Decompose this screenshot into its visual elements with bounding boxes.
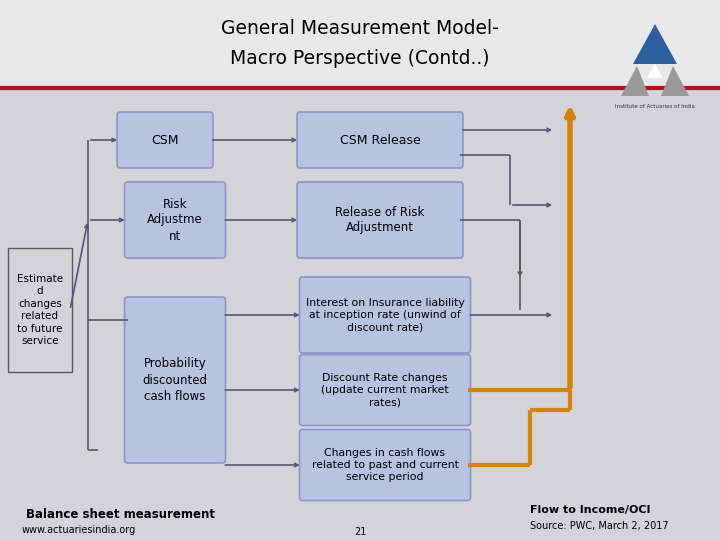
Polygon shape <box>633 24 677 64</box>
Text: CSM Release: CSM Release <box>340 133 420 146</box>
Text: Changes in cash flows
related to past and current
service period: Changes in cash flows related to past an… <box>312 448 459 482</box>
FancyBboxPatch shape <box>125 182 225 258</box>
FancyBboxPatch shape <box>117 112 213 168</box>
Polygon shape <box>621 66 649 96</box>
Text: General Measurement Model-: General Measurement Model- <box>221 18 499 37</box>
Text: Institute of Actuaries of India: Institute of Actuaries of India <box>615 104 695 109</box>
Text: Risk
Adjustme
nt: Risk Adjustme nt <box>147 198 203 242</box>
Text: Balance sheet measurement: Balance sheet measurement <box>25 509 215 522</box>
Text: Flow to Income/OCI: Flow to Income/OCI <box>530 505 650 515</box>
Text: Macro Perspective (Contd..): Macro Perspective (Contd..) <box>230 49 490 68</box>
FancyBboxPatch shape <box>125 297 225 463</box>
FancyBboxPatch shape <box>300 354 470 426</box>
Text: 21: 21 <box>354 527 366 537</box>
Text: CSM: CSM <box>151 133 179 146</box>
Text: www.actuariesindia.org: www.actuariesindia.org <box>22 525 136 535</box>
Text: Estimate
d
changes
related
to future
service: Estimate d changes related to future ser… <box>17 274 63 346</box>
Text: Source: PWC, March 2, 2017: Source: PWC, March 2, 2017 <box>530 521 669 531</box>
Text: Discount Rate changes
(update current market
rates): Discount Rate changes (update current ma… <box>321 373 449 407</box>
Text: Probability
discounted
cash flows: Probability discounted cash flows <box>143 357 207 402</box>
FancyBboxPatch shape <box>300 277 470 353</box>
FancyBboxPatch shape <box>297 182 463 258</box>
FancyBboxPatch shape <box>8 248 72 372</box>
FancyBboxPatch shape <box>300 429 470 501</box>
Text: Interest on Insurance liability
at inception rate (unwind of
discount rate): Interest on Insurance liability at incep… <box>305 298 464 333</box>
Polygon shape <box>661 66 689 96</box>
FancyBboxPatch shape <box>0 0 720 88</box>
FancyBboxPatch shape <box>297 112 463 168</box>
Text: Release of Risk
Adjustment: Release of Risk Adjustment <box>336 206 425 234</box>
Polygon shape <box>647 64 663 78</box>
